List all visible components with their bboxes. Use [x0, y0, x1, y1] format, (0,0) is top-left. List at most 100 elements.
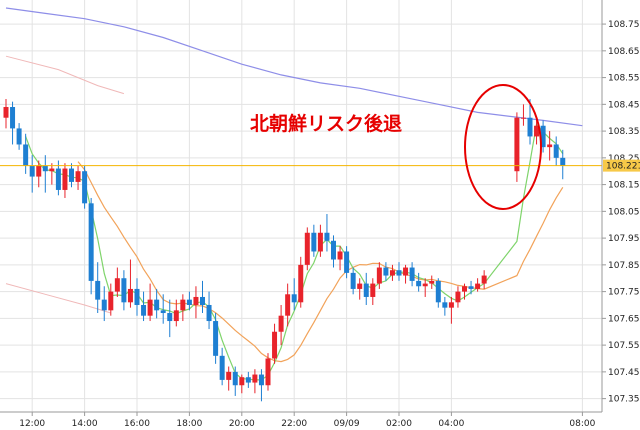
candle-body — [462, 286, 467, 292]
candle-up — [252, 369, 258, 394]
candle-up — [455, 286, 461, 308]
candle-down — [121, 270, 127, 311]
candle-down — [527, 98, 533, 145]
candle-up — [422, 278, 428, 297]
candle-down — [200, 280, 205, 314]
candle-body — [291, 294, 297, 303]
candle-down — [416, 272, 422, 292]
candle-down — [442, 296, 448, 316]
candle-body — [265, 358, 271, 386]
candle-up — [278, 304, 284, 346]
y-tick-label: 108.350 — [608, 127, 640, 137]
candle-down — [23, 133, 29, 174]
candle-body — [363, 283, 369, 297]
candle-body — [239, 377, 245, 386]
candle-body — [3, 107, 9, 118]
x-tick-label: 04:00 — [438, 419, 464, 429]
candle-up — [75, 165, 81, 190]
candle-up — [514, 112, 520, 182]
candle-body — [389, 270, 395, 276]
y-tick-label: 108.150 — [608, 181, 640, 191]
candle-up — [475, 278, 481, 292]
y-axis-ticks: 107.350 107.450 107.550 107.650 107.750 107.8… — [602, 20, 640, 405]
candle-up — [147, 283, 153, 322]
candle-down — [154, 288, 160, 319]
candle-body — [29, 165, 35, 177]
candle-up — [62, 163, 68, 198]
candle-down — [167, 299, 173, 338]
candle-up — [272, 323, 278, 364]
candle-down — [42, 155, 48, 193]
candle-down — [311, 224, 317, 257]
candle-down — [69, 163, 74, 188]
candle-up — [239, 374, 245, 394]
grid — [0, 0, 602, 412]
candle-body — [357, 283, 363, 289]
candle-up — [193, 286, 199, 319]
candle-body — [200, 296, 205, 305]
candle-body — [534, 125, 540, 137]
candle-body — [141, 304, 147, 316]
candle-up — [547, 131, 553, 161]
candle-up — [370, 278, 376, 305]
candle-up — [357, 278, 363, 300]
candle-body — [193, 296, 199, 305]
candle-body — [337, 251, 343, 260]
y-tick-label: 108.550 — [608, 74, 640, 84]
candle-body — [88, 203, 94, 281]
faint-ma-upper-line — [5, 55, 125, 95]
candle-body — [42, 165, 48, 172]
candle-body — [272, 331, 278, 359]
candle-body — [429, 280, 435, 284]
x-tick-label: 02:00 — [386, 419, 412, 429]
candle-down — [16, 123, 22, 150]
candle-body — [186, 299, 192, 305]
candles — [3, 98, 566, 402]
candle-body — [350, 272, 356, 289]
y-tick-label: 108.050 — [608, 207, 640, 217]
candle-body — [317, 232, 323, 252]
candle-down — [383, 262, 389, 281]
candle-body — [173, 310, 179, 322]
candle-body — [324, 232, 330, 241]
candle-down — [245, 371, 251, 388]
candle-up — [114, 267, 120, 297]
candle-down — [82, 165, 88, 209]
candle-body — [160, 310, 166, 314]
candle-body — [514, 117, 520, 172]
y-tick-label: 107.750 — [608, 288, 640, 298]
candle-body — [232, 371, 238, 386]
candle-down — [350, 267, 356, 295]
candle-body — [75, 171, 81, 182]
x-tick-label: 16:00 — [124, 419, 150, 429]
candle-body — [442, 302, 448, 308]
candle-body — [560, 157, 566, 166]
candle-body — [258, 374, 264, 386]
y-tick-label: 107.650 — [608, 314, 640, 324]
candle-body — [547, 144, 553, 148]
highlight-circle — [464, 84, 542, 210]
candle-down — [206, 291, 212, 330]
candle-up — [226, 366, 232, 391]
candle-body — [10, 107, 16, 129]
candle-body — [416, 280, 422, 287]
candle-up — [49, 163, 55, 185]
candle-down — [101, 286, 107, 322]
candle-down — [55, 160, 61, 196]
candle-body — [285, 294, 291, 316]
candle-down — [344, 246, 350, 279]
candle-body — [298, 264, 304, 303]
candle-up — [389, 264, 395, 281]
candle-down — [540, 120, 546, 153]
candle-body — [403, 267, 409, 276]
candle-body — [520, 117, 526, 119]
candle-down — [409, 262, 415, 287]
candle-body — [147, 299, 153, 316]
candle-body — [49, 168, 55, 172]
candle-down — [232, 366, 238, 396]
price-tag-background — [603, 159, 640, 172]
x-tick-label: 12:00 — [19, 419, 45, 429]
candle-body — [383, 267, 389, 276]
candle-down — [553, 136, 559, 166]
candle-body — [219, 355, 225, 380]
